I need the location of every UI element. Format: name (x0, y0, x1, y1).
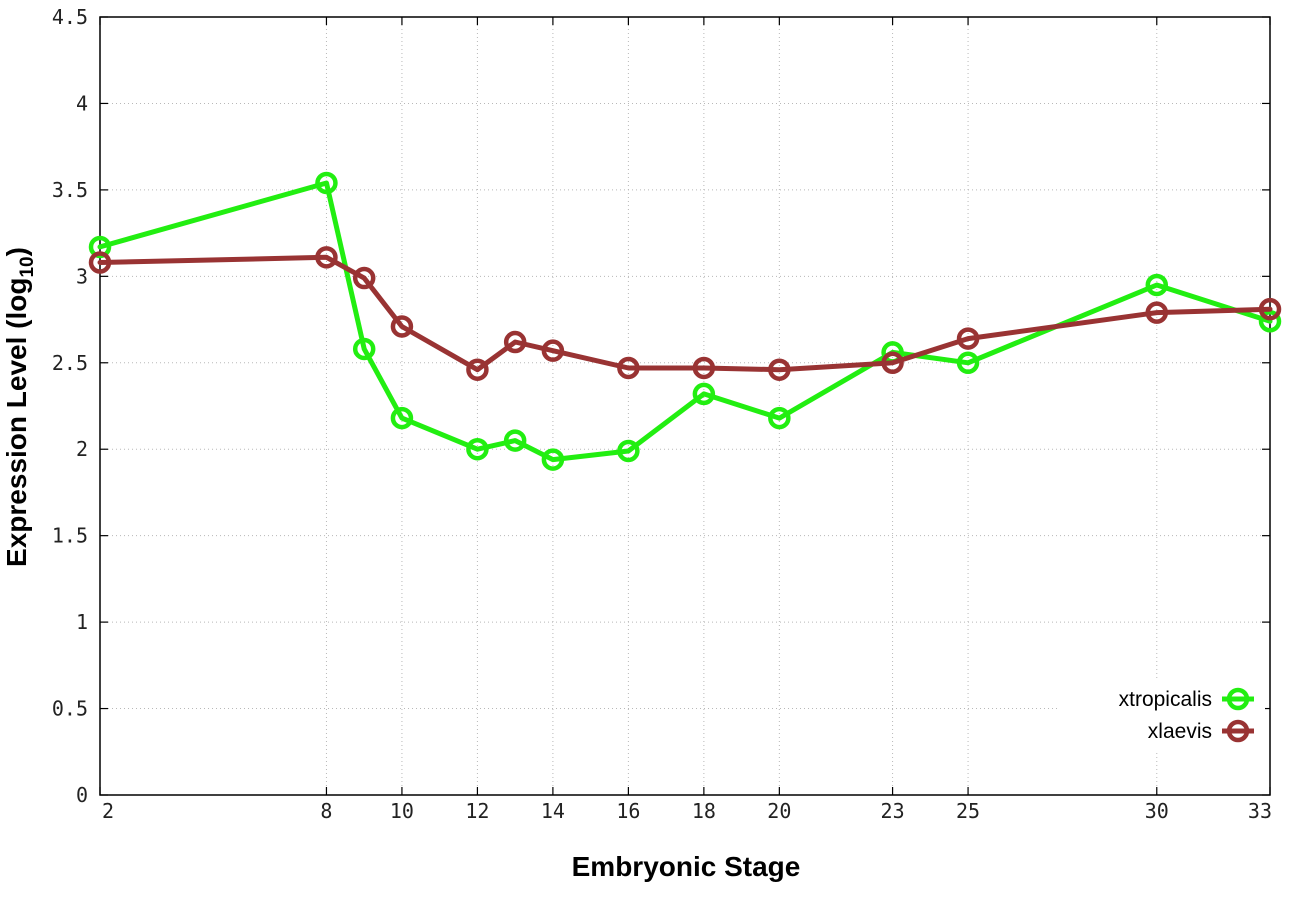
series-lines (88, 171, 1282, 471)
data-point-xlaevis (617, 356, 640, 380)
data-point-xlaevis (1258, 297, 1282, 321)
y-tick-label: 0.5 (52, 697, 88, 721)
legend-marker-xtropicalis (1226, 687, 1250, 711)
y-tick-label: 3 (76, 264, 88, 288)
data-point-xtropicalis (503, 429, 527, 452)
data-point-xtropicalis (1145, 273, 1169, 297)
x-tick-label: 12 (465, 799, 489, 823)
y-tick-label: 1 (76, 610, 88, 634)
x-tick-label: 30 (1145, 799, 1169, 823)
series-line-xlaevis (97, 254, 1273, 373)
series-xlaevis (88, 246, 1282, 381)
y-axis-title: Expression Level (log10) (1, 247, 38, 567)
series-xtropicalis (88, 171, 1282, 471)
legend-marker-xlaevis (1226, 719, 1250, 743)
data-point-xlaevis (692, 356, 716, 380)
data-point-xlaevis (88, 251, 112, 274)
x-tick-label: 2 (102, 799, 114, 823)
y-tick-label: 2 (76, 437, 88, 461)
data-point-xtropicalis (541, 448, 565, 471)
data-point-xlaevis (466, 358, 489, 381)
plot-frame (99, 16, 1271, 796)
y-axis-title-main: Expression Level (log (1, 278, 32, 567)
data-point-xtropicalis (768, 406, 791, 430)
axes: 0 0.5 1 1.5 2 2.5 3 3.5 4 4.5 2 8 10 12 14 16 18 20 23 25 30… (52, 5, 1272, 823)
data-point-xlaevis (956, 327, 980, 350)
data-point-xlaevis (881, 351, 904, 375)
x-tick-label: 25 (956, 799, 980, 823)
data-point-xlaevis (352, 266, 376, 290)
y-axis-title-subscript: 10 (17, 256, 38, 277)
x-tick-label: 14 (541, 799, 565, 823)
data-point-xlaevis (390, 315, 414, 338)
data-point-xtropicalis (88, 235, 112, 259)
y-tick-label: 2.5 (52, 351, 88, 375)
x-axis-title: Embryonic Stage (572, 851, 801, 882)
y-tick-label: 3.5 (52, 178, 88, 202)
data-point-xlaevis (541, 339, 565, 362)
data-point-xlaevis (768, 358, 791, 381)
legend-label: xlaevis (1148, 720, 1212, 743)
y-tick-label: 0 (76, 783, 88, 807)
legend-label: xtropicalis (1119, 688, 1212, 711)
data-point-xtropicalis (1258, 310, 1282, 333)
x-tick-label: 33 (1248, 799, 1272, 823)
data-point-xlaevis (1145, 301, 1169, 324)
series-line-xtropicalis (97, 180, 1273, 463)
data-point-xtropicalis (315, 171, 338, 195)
x-tick-label: 20 (767, 799, 791, 823)
legend-entry-xlaevis: xlaevis (1148, 719, 1254, 743)
y-tick-label: 1.5 (52, 524, 88, 548)
data-point-xtropicalis (352, 337, 376, 361)
data-point-xtropicalis (617, 439, 640, 463)
y-tick-label: 4 (76, 91, 88, 115)
y-axis-title-close: ) (1, 247, 32, 256)
x-tick-label: 10 (390, 799, 414, 823)
x-tick-label: 16 (616, 799, 640, 823)
x-tick-label: 8 (320, 799, 332, 823)
y-tick-label: 4.5 (52, 5, 88, 29)
data-point-xtropicalis (956, 351, 980, 375)
data-point-xtropicalis (692, 382, 716, 406)
x-tick-label: 18 (692, 799, 716, 823)
legend-entry-xtropicalis: xtropicalis (1119, 687, 1254, 711)
legend: xtropicalis xlaevis (1060, 680, 1265, 750)
grid-lines (100, 17, 1270, 795)
data-point-xlaevis (503, 330, 527, 354)
data-point-xtropicalis (466, 437, 489, 461)
data-point-xtropicalis (390, 406, 414, 430)
x-tick-label: 23 (881, 799, 905, 823)
data-point-xlaevis (315, 246, 338, 269)
